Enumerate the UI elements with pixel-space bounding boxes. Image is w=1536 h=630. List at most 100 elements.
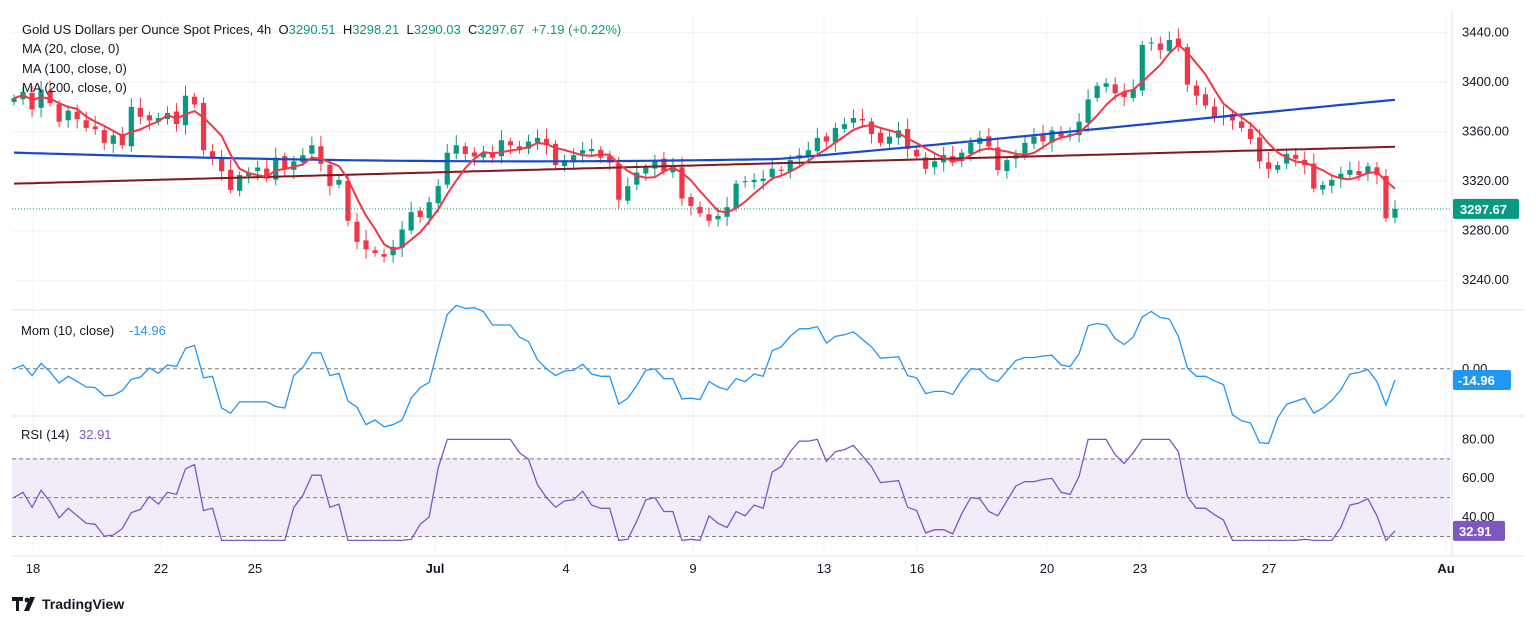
candle-body [498,140,505,157]
high-label: H [342,22,353,37]
candle-body [1365,166,1371,174]
candle-body [200,102,207,151]
time-tick-label: 27 [1262,561,1276,576]
candle-body [209,151,216,158]
change-value: +7.19 (+0.22%) [531,22,622,37]
candle-body [1094,85,1100,98]
time-tick-label: 4 [562,561,569,576]
candle-body [688,197,694,206]
candle-body [859,119,866,121]
candle-body [1293,154,1299,159]
rsi-line [13,438,1396,542]
candle-body [426,202,432,219]
ma20-line [13,43,1396,251]
candle-body [507,141,514,146]
candle-body [805,150,811,157]
candle-body [101,130,107,143]
candle-body [986,136,992,147]
mom-value-label: -14.96 [1458,373,1495,388]
candle-body [1211,106,1218,117]
candle-body [1175,38,1181,47]
candle-body [119,133,125,146]
candle-body [273,157,279,180]
price-tick-label: 3320.00 [1462,173,1509,188]
price-tick-label: 3240.00 [1462,272,1509,287]
candle-body [1139,44,1145,91]
candle-body [571,155,577,162]
candle-body [318,146,324,164]
last-price-badge [1453,198,1519,219]
candle-body [92,126,98,130]
candle-body [543,138,550,146]
ma200-line [13,145,1396,185]
candle-body [110,135,116,144]
candle-body [670,166,676,173]
rsi-band [12,458,1450,537]
candle-body [1392,208,1398,218]
time-tick-label: Au [1437,561,1454,576]
candle-body [1004,160,1010,172]
candle-body [534,137,541,143]
candle-body [1347,170,1353,175]
candle-body [435,186,441,204]
candle-body [1238,121,1245,128]
candle-body [832,127,838,143]
candle-body [291,161,297,170]
price-tick-label: 3440.00 [1462,25,1509,40]
candle-body [742,181,748,183]
candle-body [932,161,938,168]
candle-body [47,90,53,104]
ma20-legend[interactable]: MA (20, close, 0) [22,41,120,56]
rsi-tick-label: 60.00 [1462,470,1495,485]
time-tick-label: 22 [154,561,168,576]
price-tick-label: 3360.00 [1462,124,1509,139]
candle-body [282,156,288,169]
candle-body [1103,83,1109,87]
candle-body [399,229,405,248]
candle-body [643,167,649,174]
tradingview-logo[interactable]: TradingView [12,596,124,612]
price-tick-label: 3400.00 [1462,74,1509,89]
candle-body [995,147,1001,171]
candle-body [1058,131,1064,137]
candle-body [354,221,360,242]
time-tick-label: 9 [689,561,696,576]
candle-body [886,136,893,144]
candle-body [1076,121,1082,136]
candle-body [237,174,243,191]
mom-title: Mom (10, close) [21,323,114,338]
candle-body [1247,128,1254,140]
candle-body [823,136,829,142]
candle-body [246,172,252,176]
candle-body [155,118,162,122]
candle-body [1329,179,1335,186]
tradingview-logo-icon [12,597,35,611]
candle-body [616,163,622,200]
candle-body [1229,114,1236,121]
candle-body [228,169,234,190]
candle-body [525,141,532,149]
candle-body [29,93,35,110]
candle-body [264,168,270,179]
ma100-legend[interactable]: MA (100, close, 0) [22,61,127,76]
candle-body [634,172,640,185]
candle-body [390,246,396,256]
time-tick-label: 16 [910,561,924,576]
rsi-tick-label: 40.00 [1462,509,1495,524]
logo-text: TradingView [42,596,125,612]
candle-body [1157,43,1163,50]
candle-body [1148,42,1154,44]
candle-body [652,160,658,169]
rsi-tick-label: 80.00 [1462,431,1495,446]
candle-body [868,121,875,135]
candle-body [580,150,586,154]
candle-body [877,132,884,143]
candle-body [1112,84,1118,94]
candle-body [1193,85,1200,96]
time-tick-label: 20 [1040,561,1054,576]
rsi-value-badge [1453,520,1505,541]
ma200-legend[interactable]: MA (200, close, 0) [22,80,127,95]
candle-body [489,153,495,158]
